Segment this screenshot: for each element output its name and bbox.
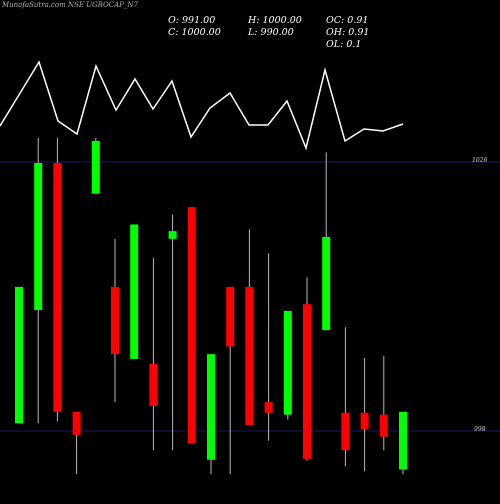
candle-body-down	[72, 411, 81, 435]
candle-body-down	[53, 162, 62, 412]
candle-body-down	[379, 414, 388, 437]
oh-value: OH: 0.91	[326, 27, 370, 38]
low-value: L: 990.00	[248, 27, 294, 38]
candles-group	[15, 137, 407, 475]
candle-body-up	[168, 231, 177, 239]
candle-body-down	[360, 412, 369, 430]
candle-body-down	[111, 286, 119, 355]
candle-body-up	[283, 310, 292, 415]
candle-body-down	[245, 286, 254, 426]
price-line	[0, 60, 404, 151]
chart-title: MunafaSutra.com NSE UGROCAP_N7	[2, 1, 138, 9]
y-tick-label-lower: 998	[474, 426, 486, 433]
ol-value: OL: 0.1	[326, 39, 362, 50]
candle-body-down	[187, 207, 196, 444]
candle-body-down	[341, 412, 350, 451]
candle-body-up	[207, 354, 215, 460]
candle-body-up	[15, 286, 23, 424]
open-value: O: 991.00	[168, 15, 216, 26]
candle-body-down	[303, 304, 311, 459]
close-value: C: 1000.00	[168, 27, 221, 38]
candle-body-up	[130, 224, 139, 359]
candle-body-up	[34, 162, 43, 310]
candle-body-down	[149, 363, 158, 407]
oc-value: OC: 0.91	[326, 15, 369, 26]
high-value: H: 1000.00	[248, 15, 302, 26]
candle-body-down	[226, 286, 235, 347]
candle-body-up	[322, 236, 331, 331]
y-tick-label-upper: 1026	[472, 157, 488, 164]
candle-body-down	[264, 402, 273, 413]
candle-body-up	[91, 140, 100, 194]
candle-body-up	[399, 411, 407, 470]
